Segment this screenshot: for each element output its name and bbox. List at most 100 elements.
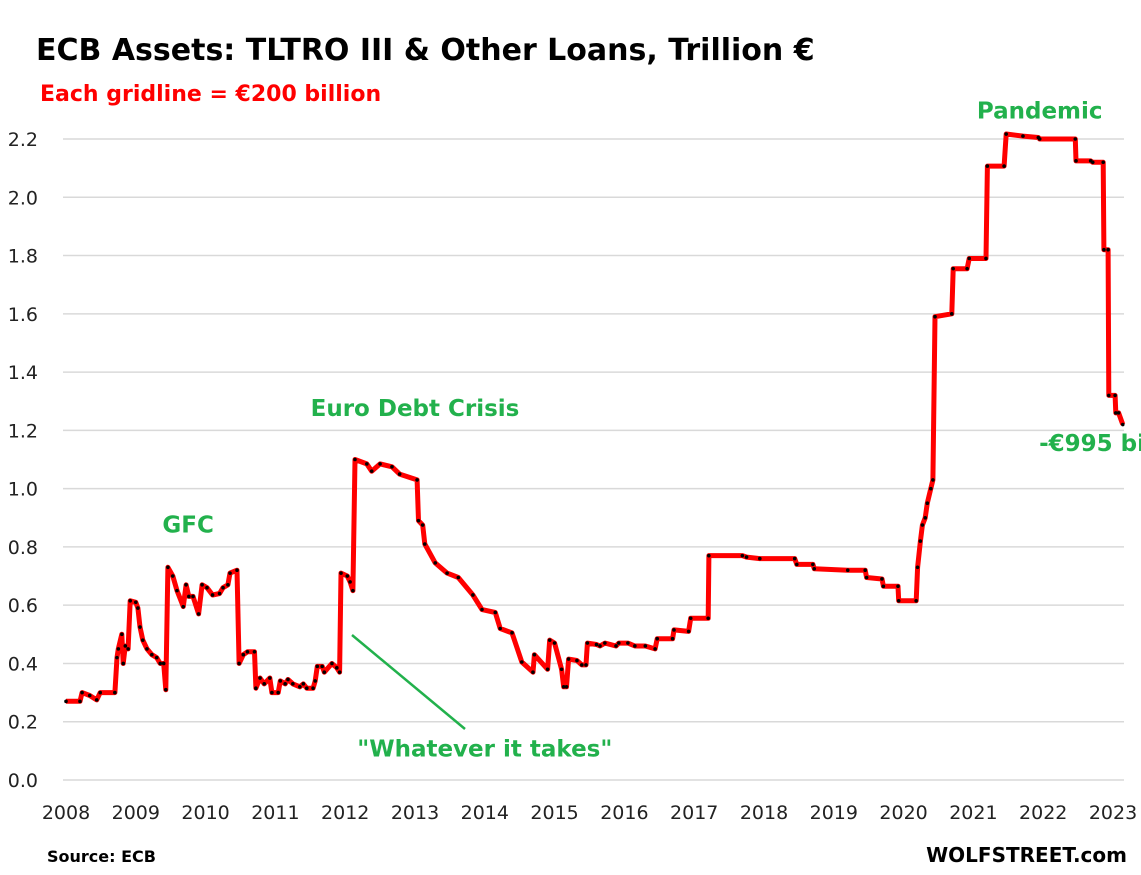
- data-point: [758, 556, 762, 561]
- data-point: [967, 256, 972, 261]
- whatever-it-takes-pointer-line: [351, 634, 466, 730]
- annotation-label: "Whatever it takes": [357, 737, 612, 763]
- y-tick-label: 1.2: [8, 420, 38, 442]
- data-point: [301, 682, 306, 686]
- data-point: [128, 599, 133, 603]
- data-point: [80, 690, 84, 695]
- data-point: [1116, 411, 1121, 415]
- data-point: [880, 577, 884, 581]
- data-point: [64, 699, 68, 704]
- data-point: [140, 638, 145, 642]
- data-point: [1074, 159, 1078, 163]
- data-point: [276, 690, 280, 695]
- x-tick-label: 2018: [740, 802, 788, 824]
- data-point: [116, 647, 121, 651]
- y-tick-label: 0.6: [8, 595, 38, 617]
- data-point: [896, 599, 901, 603]
- data-point: [191, 594, 195, 599]
- data-point: [561, 684, 566, 689]
- data-point: [235, 568, 239, 573]
- data-point: [580, 663, 584, 667]
- data-point: [914, 599, 918, 603]
- data-point: [552, 641, 557, 645]
- data-point: [268, 676, 272, 680]
- data-point: [617, 641, 621, 645]
- x-tick-label: 2011: [251, 802, 299, 824]
- data-point: [1102, 247, 1106, 252]
- data-point: [433, 561, 438, 565]
- data-point: [918, 539, 923, 543]
- x-tick-label: 2009: [112, 802, 160, 824]
- data-point: [138, 625, 142, 629]
- data-point: [94, 698, 99, 702]
- data-point: [933, 314, 937, 319]
- annotation-label: GFC: [162, 512, 213, 538]
- data-point: [369, 469, 374, 473]
- data-point: [585, 641, 590, 645]
- data-point: [1073, 137, 1078, 141]
- data-point: [1004, 132, 1009, 136]
- data-point: [655, 636, 660, 641]
- data-point: [985, 164, 990, 168]
- data-point: [270, 690, 274, 695]
- data-point: [1090, 160, 1095, 165]
- data-point: [210, 593, 215, 597]
- data-point: [397, 472, 402, 476]
- data-point: [78, 699, 82, 704]
- data-point: [365, 462, 369, 466]
- data-point: [480, 607, 484, 612]
- data-point: [226, 582, 230, 587]
- source-label: Source: ECB: [47, 847, 156, 866]
- y-tick-label: 1.6: [8, 304, 38, 326]
- data-point: [688, 616, 693, 621]
- data-point: [262, 682, 267, 686]
- data-point: [740, 553, 745, 558]
- data-point: [187, 594, 191, 599]
- data-point: [584, 663, 588, 667]
- data-point: [175, 588, 179, 593]
- data-point: [706, 616, 710, 621]
- data-point: [744, 555, 749, 559]
- data-point: [254, 686, 258, 691]
- y-axis: 0.0 0.2 0.4 0.6 0.8 1.0 1.2 1.4 1.6 1.8 2.0 2.2: [8, 129, 38, 792]
- annotation-label: Pandemic: [977, 99, 1103, 125]
- data-point: [547, 638, 552, 642]
- data-point: [181, 604, 186, 609]
- data-point: [390, 464, 394, 469]
- data-point: [864, 575, 869, 580]
- data-point: [471, 593, 475, 597]
- data-point: [603, 641, 607, 645]
- data-point: [298, 684, 302, 689]
- data-point: [286, 677, 290, 682]
- data-point: [920, 523, 925, 527]
- data-point: [237, 661, 241, 666]
- x-tick-label: 2008: [42, 802, 90, 824]
- annotation-label: Euro Debt Crisis: [311, 396, 520, 422]
- data-point: [792, 556, 797, 561]
- data-point: [205, 585, 209, 590]
- y-tick-label: 0.2: [8, 712, 38, 734]
- data-point: [291, 682, 295, 686]
- annotation-label: -€995 billion: [1039, 431, 1141, 457]
- data-point: [896, 584, 900, 589]
- data-point: [594, 642, 599, 647]
- data-point: [121, 661, 126, 666]
- data-point: [881, 584, 886, 589]
- data-point: [158, 661, 163, 666]
- data-point: [278, 679, 283, 683]
- data-point: [353, 457, 357, 462]
- y-tick-label: 1.8: [8, 246, 38, 268]
- x-tick-label: 2020: [879, 802, 927, 824]
- data-point: [305, 686, 309, 691]
- x-axis: 2008 2009 2010 2011 2012 2013 2014 2015 2016 2017…: [42, 802, 1137, 824]
- data-point: [614, 644, 618, 648]
- data-point: [1113, 411, 1118, 415]
- data-point: [672, 628, 676, 632]
- data-point: [113, 690, 117, 695]
- data-point: [795, 562, 799, 567]
- y-tick-label: 1.4: [8, 362, 38, 384]
- data-point: [145, 647, 149, 651]
- data-point: [420, 523, 425, 527]
- data-point: [337, 670, 342, 674]
